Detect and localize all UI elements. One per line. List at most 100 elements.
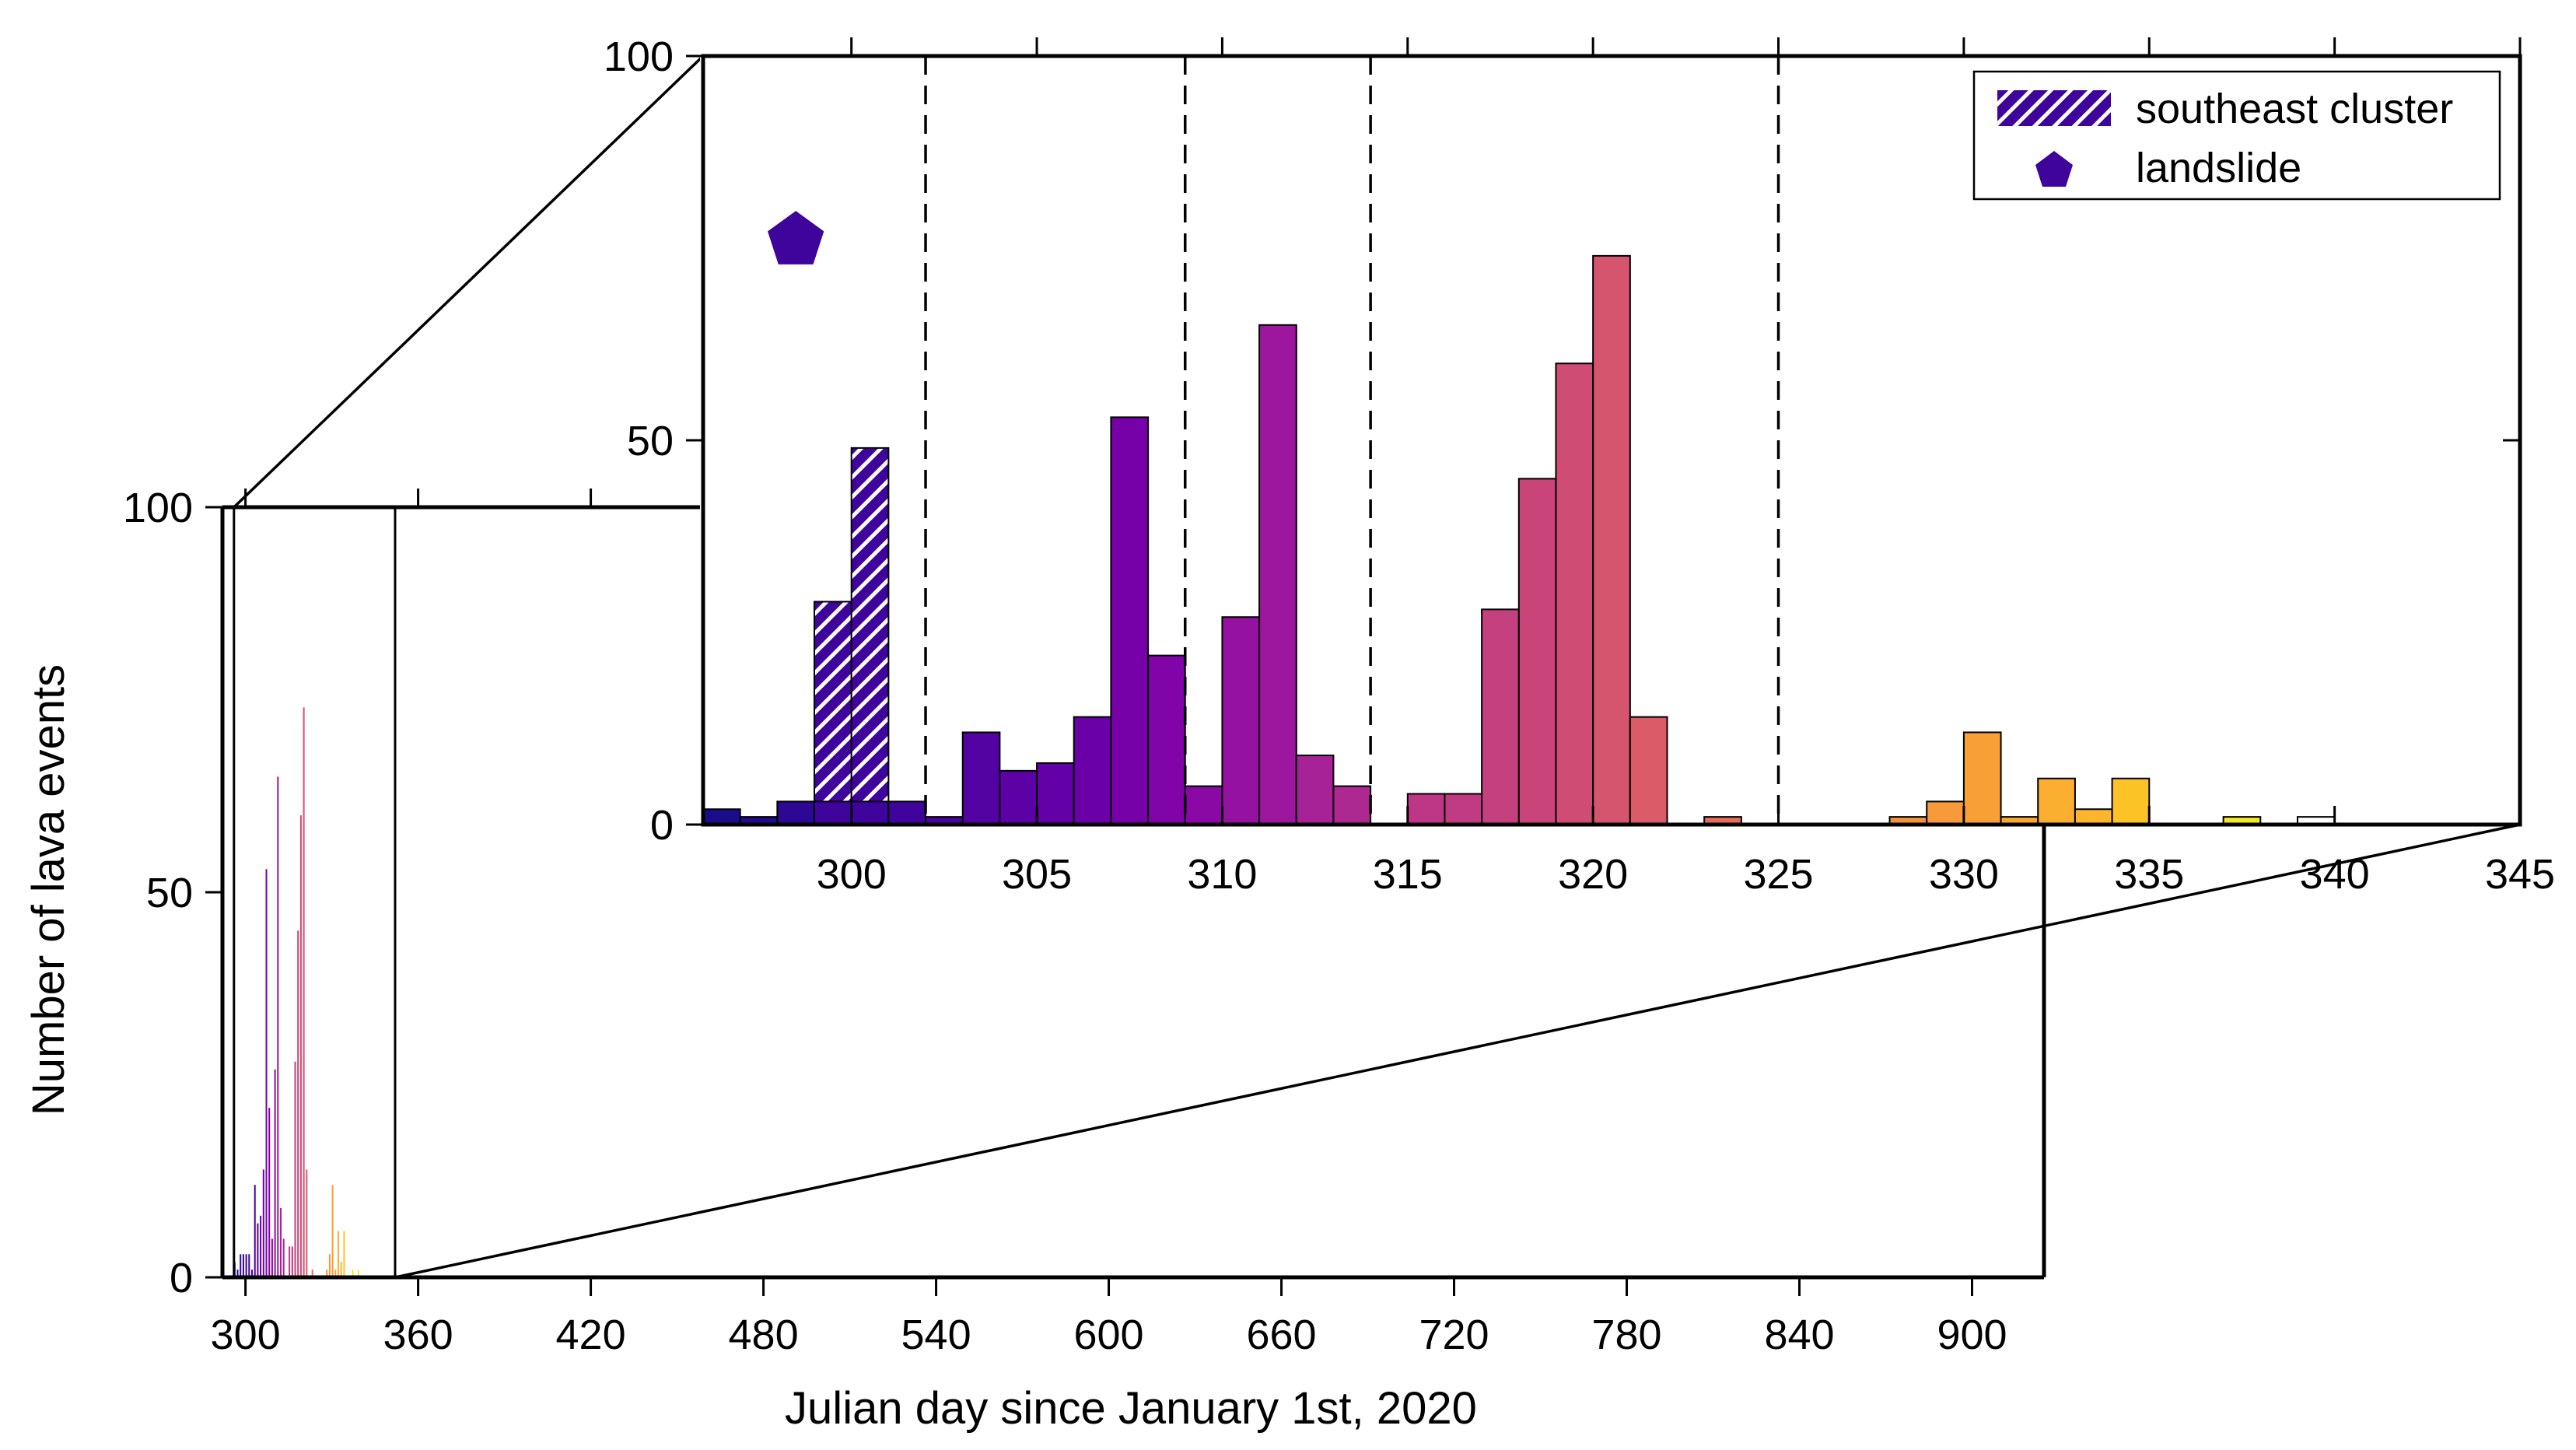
overview-bar-day-301 (248, 1254, 250, 1277)
inset-bar-day-332 (2037, 777, 2076, 825)
overview-bar-day-334 (343, 1231, 345, 1277)
inset-x-tick-label: 305 (1002, 851, 1072, 898)
overview-x-tick-label: 420 (556, 1312, 626, 1358)
inset-bar-day-334 (2111, 777, 2151, 825)
overview-zoom-box (233, 506, 397, 1279)
overview-bar-day-300 (245, 1254, 247, 1277)
overview-bar-day-320 (303, 707, 305, 1277)
legend-pentagon-icon (2035, 151, 2073, 187)
legend: southeast cluster landslide (1972, 70, 2501, 201)
inset-bar-day-311 (1258, 324, 1297, 825)
overview-x-tick-label: 600 (1073, 1312, 1143, 1358)
overview-bar-day-318 (297, 930, 299, 1277)
inset-panel: 300 305 310 315 320 325 330 335 340 345 0 50 100 sou… (604, 33, 2555, 898)
overview-x-tick-label: 360 (383, 1312, 453, 1358)
inset-bar-day-306 (1073, 716, 1112, 825)
overview-x-tick-label: 660 (1246, 1312, 1316, 1358)
connector-line-top (233, 54, 705, 509)
inset-bar-day-318 (1517, 478, 1557, 826)
overview-bar-day-317 (294, 1061, 296, 1277)
inset-y-tick-label: 50 (627, 418, 674, 464)
inset-bar-day-307 (1110, 416, 1150, 825)
overview-bar-day-329 (328, 1254, 331, 1277)
overview-y-axis-label: Number of lava events (23, 664, 74, 1116)
overview-bar-day-303 (254, 1185, 256, 1277)
inset-x-tick-label: 300 (817, 851, 887, 898)
overview-bar-day-305 (260, 1215, 262, 1277)
overview-bar-day-304 (257, 1223, 259, 1277)
inset-dashed-lines (924, 56, 1780, 825)
inset-bar-day-310 (1221, 616, 1261, 825)
inset-bar-day-320 (1592, 254, 1631, 825)
overview-bar-day-306 (262, 1169, 264, 1277)
inset-hatched-bar-day-299 (814, 601, 852, 825)
overview-bar-day-339 (357, 1270, 359, 1277)
overview-bar-day-323 (311, 1270, 313, 1277)
overview-ticks: 300 360 420 480 540 600 660 720 780 840 900 0 50 100 (123, 485, 2007, 1358)
overview-x-tick-label: 540 (901, 1312, 971, 1358)
overview-bar-day-313 (282, 1238, 285, 1277)
overview-x-tick-label: 300 (211, 1312, 281, 1358)
connector-line-bottom (394, 823, 2521, 1279)
overview-bars (233, 707, 359, 1277)
inset-x-tick-label: 315 (1373, 851, 1443, 898)
inset-bar-day-333 (2074, 808, 2113, 825)
overview-bar-day-310 (274, 1069, 276, 1277)
overview-x-axis-label: Julian day since January 1st, 2020 (785, 1383, 1477, 1434)
overview-bar-day-302 (250, 1270, 254, 1277)
overview-bar-day-332 (337, 1231, 340, 1277)
overview-bar-day-319 (299, 815, 302, 1277)
overview-x-tick-label: 840 (1764, 1312, 1834, 1358)
legend-hatch-swatch (1997, 90, 2111, 126)
overview-bar-day-298 (240, 1254, 242, 1277)
overview-bar-day-337 (352, 1270, 354, 1277)
overview-x-tick-label: 900 (1937, 1312, 2007, 1358)
overview-bar-day-311 (277, 776, 279, 1277)
inset-x-tick-label: 325 (1743, 851, 1813, 898)
inset-bars (702, 254, 2336, 826)
overview-bar-day-297 (236, 1270, 239, 1277)
legend-label-southeast-cluster: southeast cluster (2136, 86, 2453, 132)
overview-y-tick-label: 0 (170, 1255, 193, 1301)
inset-bar-day-319 (1555, 362, 1594, 825)
inset-bar-day-316 (1444, 793, 1483, 825)
overview-x-tick-label: 720 (1419, 1312, 1489, 1358)
legend-label-landslide: landslide (2136, 145, 2301, 191)
inset-bar-day-312 (1295, 755, 1335, 826)
inset-bar-day-309 (1184, 785, 1223, 825)
zoom-connector-lines (233, 54, 2521, 1279)
inset-bar-day-313 (1332, 785, 1372, 825)
inset-bar-day-300 (850, 800, 890, 825)
overview-bar-day-315 (289, 1246, 291, 1277)
inset-ticks: 300 305 310 315 320 325 330 335 340 345 0 50 100 (604, 33, 2555, 898)
overview-bar-day-307 (265, 869, 268, 1277)
inset-bar-day-305 (1036, 762, 1075, 826)
inset-x-tick-label: 310 (1187, 851, 1257, 898)
inset-x-tick-label: 330 (1929, 851, 1999, 898)
inset-bar-day-304 (999, 769, 1038, 826)
overview-bar-day-328 (326, 1270, 328, 1277)
inset-y-tick-label: 100 (604, 33, 674, 80)
inset-bar-day-308 (1147, 654, 1186, 826)
inset-bar-day-317 (1481, 608, 1520, 825)
overview-bar-day-316 (291, 1246, 293, 1277)
overview-bar-day-333 (340, 1262, 342, 1277)
inset-bar-day-330 (1962, 731, 2002, 825)
overview-x-tick-label: 480 (729, 1312, 799, 1358)
inset-bar-day-301 (887, 800, 927, 825)
overview-bar-day-308 (268, 1108, 271, 1277)
inset-bar-day-321 (1629, 716, 1668, 825)
overview-y-tick-label: 100 (123, 485, 193, 531)
inset-y-tick-label: 0 (650, 802, 674, 849)
inset-bar-day-303 (961, 731, 1001, 825)
inset-bar-day-315 (1406, 793, 1446, 825)
overview-bar-day-299 (242, 1254, 244, 1277)
inset-bar-day-296 (702, 808, 741, 825)
inset-x-tick-label: 335 (2114, 851, 2184, 898)
inset-x-tick-label: 345 (2485, 851, 2555, 898)
landslide-marker-group (768, 211, 824, 264)
overview-bar-day-309 (271, 1238, 273, 1277)
landslide-pentagon-icon (768, 211, 824, 264)
inset-hatched-bar-day-300 (850, 447, 890, 825)
